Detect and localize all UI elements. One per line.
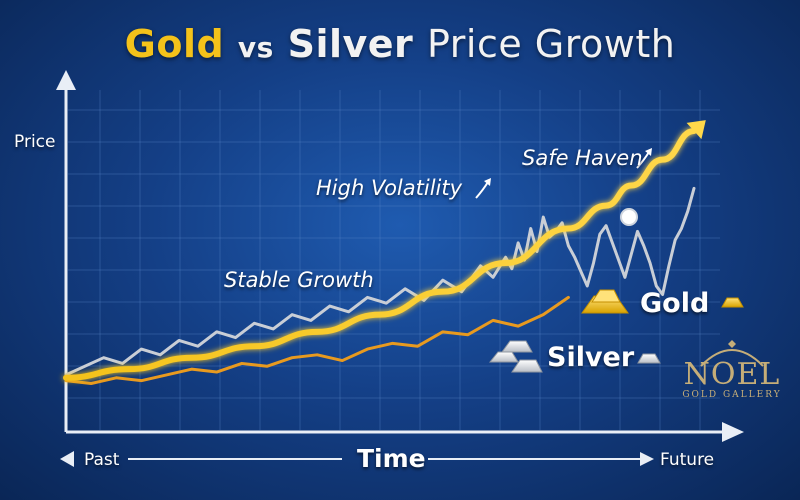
- annotation-arrows: [475, 148, 652, 199]
- title-rest: Price Growth: [427, 22, 676, 66]
- brand-watermark: NOEL GOLD GALLERY: [672, 340, 792, 400]
- series-line-orange: [64, 295, 570, 386]
- x-axis-label: Time: [357, 444, 426, 473]
- series-line-gold: [63, 127, 697, 381]
- annotation-stable-growth: Stable Growth: [224, 268, 374, 292]
- title-vs: vs: [237, 31, 274, 64]
- gold-line-arrowhead: [686, 120, 706, 140]
- title-gold: Gold: [124, 22, 225, 66]
- gold-bar-icon: [581, 289, 744, 314]
- timeline-arrow: [60, 451, 654, 467]
- legend-gold-label: Gold: [640, 288, 710, 319]
- grid-lines: [68, 90, 720, 430]
- silver-bar-icon: [488, 340, 661, 373]
- safe-haven-marker: [620, 208, 638, 226]
- chart-title: Gold vs Silver Price Growth: [0, 22, 800, 66]
- timeline-left-arrowhead: [60, 451, 74, 467]
- y-axis-label: Price: [14, 132, 56, 152]
- ring-logo-icon: [700, 340, 764, 367]
- timeline-future-label: Future: [660, 450, 715, 470]
- series-layer: [63, 120, 706, 386]
- volatility-arrow-icon: [475, 181, 489, 199]
- timeline-right-arrowhead: [640, 452, 654, 466]
- x-axis-arrow: [722, 422, 744, 442]
- watermark-brand: NOEL: [683, 357, 781, 392]
- annotation-high-volatility: High Volatility: [316, 176, 463, 200]
- y-axis-arrow: [56, 70, 76, 90]
- title-silver: Silver: [287, 22, 414, 66]
- timeline-past-label: Past: [84, 450, 120, 470]
- axes: [56, 70, 744, 442]
- watermark-sub: GOLD GALLERY: [682, 390, 782, 400]
- annotation-safe-haven: Safe Haven: [522, 146, 643, 170]
- legend-silver-label: Silver: [547, 342, 635, 373]
